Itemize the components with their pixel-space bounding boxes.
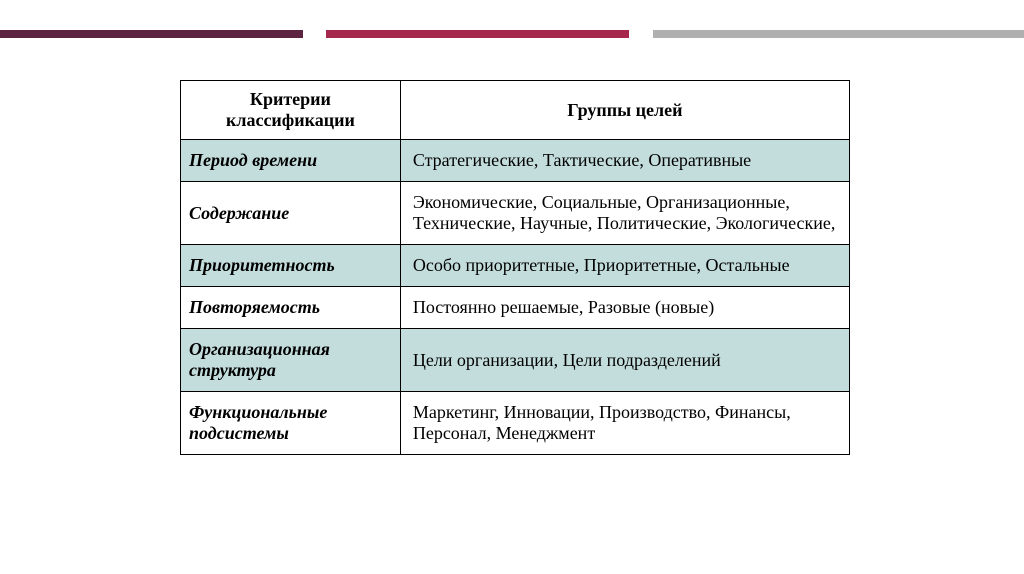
criteria-cell: Повторяемость xyxy=(181,287,401,329)
table-header-row: Критерии классификации Группы целей xyxy=(181,81,850,140)
header-groups: Группы целей xyxy=(400,81,849,140)
criteria-cell: Приоритетность xyxy=(181,245,401,287)
table-row: Функциональные подсистемы Маркетинг, Инн… xyxy=(181,392,850,455)
groups-cell: Постоянно решаемые, Разовые (новые) xyxy=(400,287,849,329)
table-row: Период времени Стратегические, Тактическ… xyxy=(181,140,850,182)
groups-cell: Цели организации, Цели подразделений xyxy=(400,329,849,392)
decorative-top-bars xyxy=(0,30,1024,38)
table-row: Повторяемость Постоянно решаемые, Разовы… xyxy=(181,287,850,329)
bar-gap-2 xyxy=(629,30,652,38)
groups-cell: Стратегические, Тактические, Оперативные xyxy=(400,140,849,182)
bar-gap-1 xyxy=(303,30,326,38)
groups-cell: Экономические, Социальные, Организационн… xyxy=(400,182,849,245)
table-body: Период времени Стратегические, Тактическ… xyxy=(181,140,850,455)
bar-2 xyxy=(326,30,629,38)
table-row: Организационная структура Цели организац… xyxy=(181,329,850,392)
table-row: Содержание Экономические, Социальные, Ор… xyxy=(181,182,850,245)
classification-table: Критерии классификации Группы целей Пери… xyxy=(180,80,850,455)
table-row: Приоритетность Особо приоритетные, Приор… xyxy=(181,245,850,287)
criteria-cell: Период времени xyxy=(181,140,401,182)
bar-1 xyxy=(0,30,303,38)
bar-3 xyxy=(653,30,1024,38)
criteria-cell: Функциональные подсистемы xyxy=(181,392,401,455)
criteria-cell: Содержание xyxy=(181,182,401,245)
criteria-cell: Организационная структура xyxy=(181,329,401,392)
classification-table-container: Критерии классификации Группы целей Пери… xyxy=(180,80,850,455)
groups-cell: Особо приоритетные, Приоритетные, Осталь… xyxy=(400,245,849,287)
groups-cell: Маркетинг, Инновации, Производство, Фина… xyxy=(400,392,849,455)
header-criteria: Критерии классификации xyxy=(181,81,401,140)
